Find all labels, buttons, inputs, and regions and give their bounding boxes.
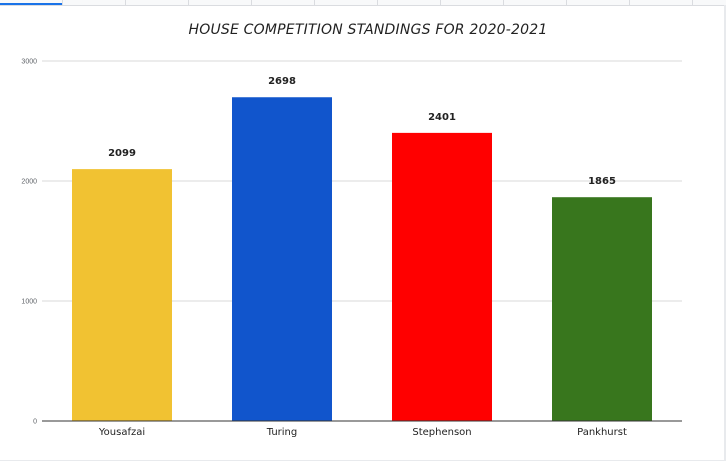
- data-label: 1865: [588, 176, 616, 187]
- active-tab-indicator: [0, 3, 62, 5]
- data-label: 2401: [428, 112, 456, 123]
- y-tick-label: 0: [33, 419, 37, 426]
- tab-separator: [440, 0, 441, 5]
- data-label: 2099: [108, 148, 136, 159]
- data-label: 2698: [268, 76, 296, 87]
- x-tick-label: Pankhurst: [577, 427, 627, 438]
- bar: [392, 132, 492, 421]
- tab-separator: [314, 0, 315, 5]
- tab-separator: [377, 0, 378, 5]
- x-tick-label: Turing: [266, 427, 298, 438]
- tab-separator: [566, 0, 567, 5]
- tab-separator: [692, 0, 693, 5]
- sheet-tab-strip: [0, 0, 726, 6]
- tab-separator: [251, 0, 252, 5]
- y-tick-label: 3000: [21, 59, 37, 66]
- tab-separator: [188, 0, 189, 5]
- bar: [72, 169, 172, 421]
- window-edge-right: [724, 5, 726, 461]
- bar: [232, 97, 332, 422]
- tab-separator: [503, 0, 504, 5]
- chart-title: HOUSE COMPETITION STANDINGS FOR 2020-202…: [188, 22, 548, 38]
- tab-separator: [62, 0, 63, 5]
- x-tick-label: Yousafzai: [98, 427, 145, 438]
- y-tick-label: 2000: [21, 179, 37, 186]
- y-tick-label: 1000: [21, 299, 37, 306]
- x-tick-label: Stephenson: [412, 427, 471, 438]
- tab-separator: [629, 0, 630, 5]
- bar: [552, 197, 652, 421]
- tab-separator: [125, 0, 126, 5]
